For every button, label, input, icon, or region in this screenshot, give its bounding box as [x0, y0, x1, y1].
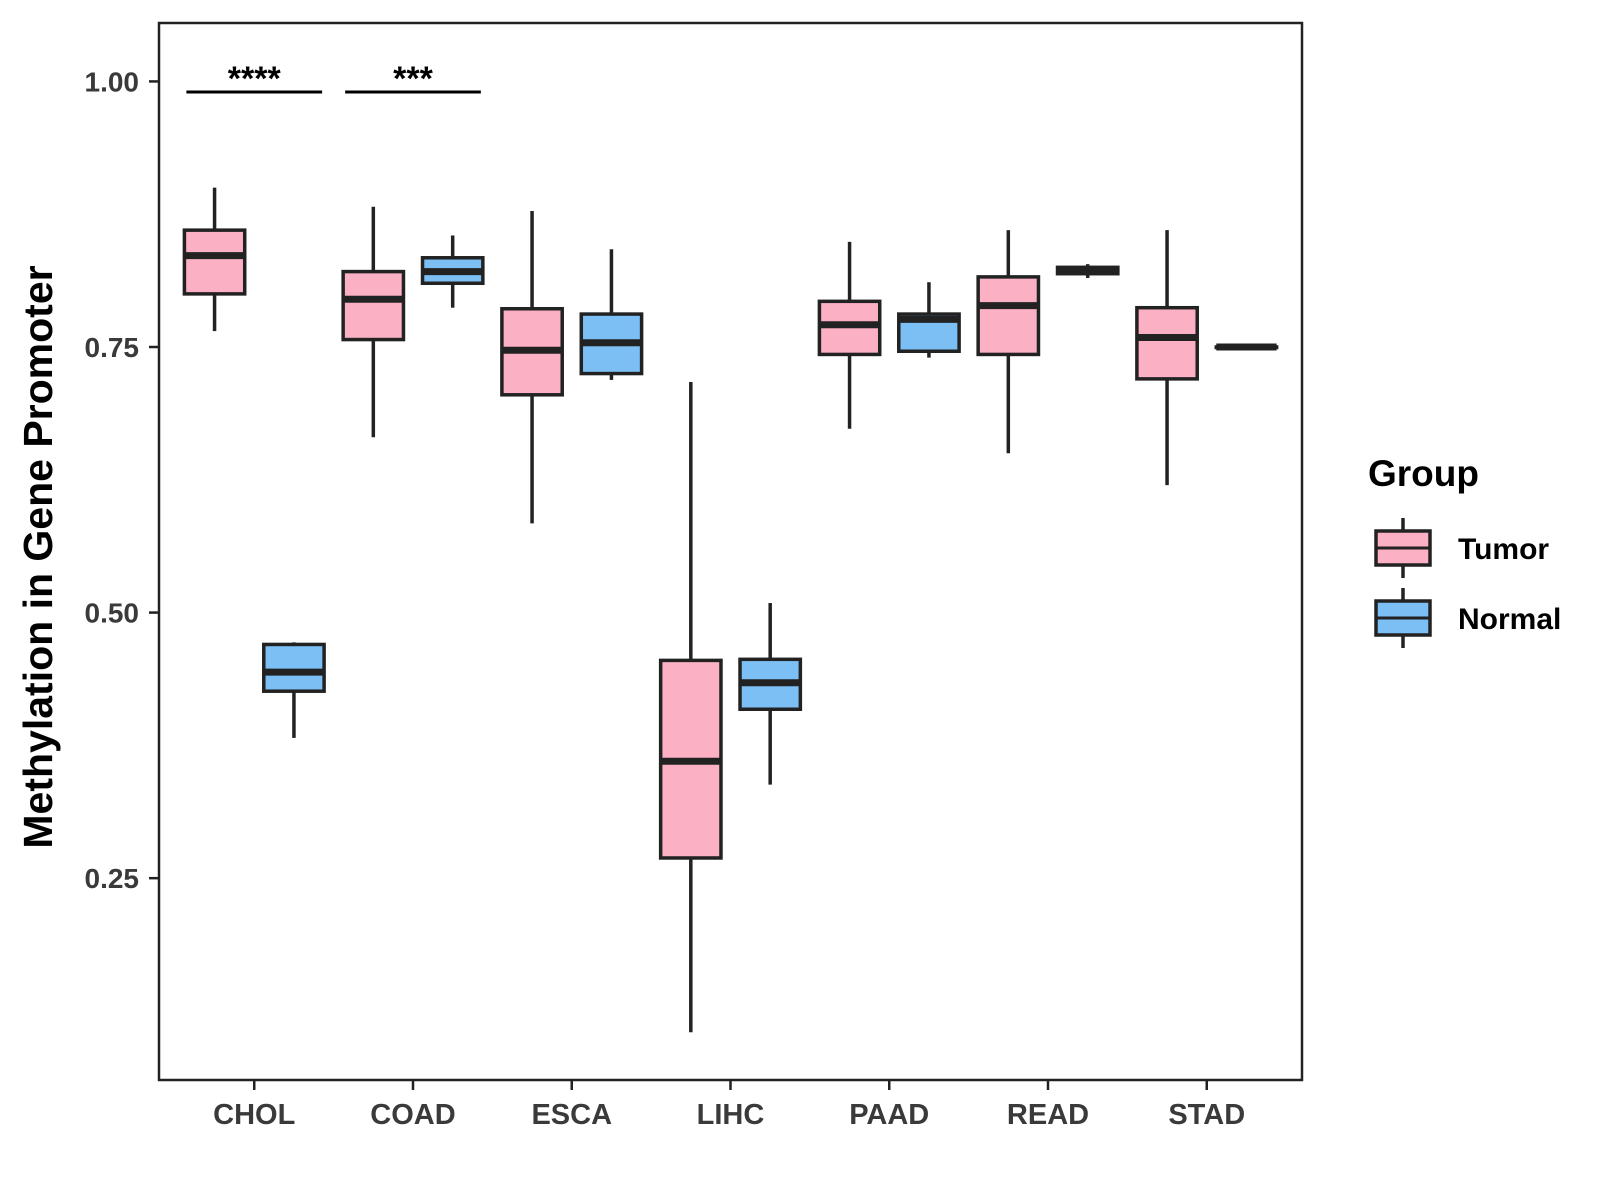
x-axis: CHOL COAD ESCA LIHC PAAD READ STAD [213, 1080, 1245, 1131]
box-normal-esca [579, 249, 644, 380]
x-tick-label: STAD [1168, 1099, 1245, 1131]
box-normal-coad [420, 235, 485, 308]
x-tick-label: CHOL [213, 1099, 295, 1131]
box-normal-stad [1214, 343, 1279, 351]
box-body [262, 642, 326, 693]
box-tumor-coad [341, 206, 406, 438]
box-body [182, 228, 247, 296]
box-tumor-esca [500, 211, 564, 524]
box-tumor-lihc [658, 382, 723, 1033]
legend-entry-tumor: Tumor [1374, 518, 1549, 578]
box-tumor-paad [817, 241, 882, 429]
x-tick-label: COAD [370, 1099, 455, 1131]
x-tick-label: READ [1007, 1099, 1089, 1131]
box-body [341, 269, 406, 342]
box-normal-chol [262, 642, 326, 738]
box-body [976, 275, 1041, 357]
box-tumor-stad [1135, 230, 1199, 486]
legend-title: Group [1368, 453, 1479, 494]
y-axis-label: Methylation in Gene Promoter [15, 265, 61, 848]
y-axis: 0.25 0.50 0.75 1.00 [85, 66, 159, 894]
box-body [1135, 305, 1199, 381]
plot-panel [157, 21, 1304, 1082]
legend-label: Tumor [1458, 533, 1549, 566]
x-tick-label: LIHC [697, 1099, 765, 1131]
box-normal-read [1055, 264, 1120, 278]
y-tick-label: 0.50 [85, 598, 140, 629]
legend: Group Tumor Normal [1368, 453, 1561, 648]
box-normal-lihc [738, 603, 803, 785]
significance-label: *** [393, 60, 433, 98]
boxes-layer [182, 187, 1279, 1033]
significance-label: **** [228, 60, 282, 98]
legend-label: Normal [1458, 603, 1561, 636]
legend-entry-normal: Normal [1374, 588, 1561, 648]
box-tumor-read [976, 230, 1041, 454]
y-tick-label: 1.00 [85, 66, 140, 97]
annotations-layer: **** *** [186, 60, 481, 98]
x-tick-label: PAAD [849, 1099, 929, 1131]
box-tumor-chol [182, 187, 247, 332]
x-tick-label: ESCA [531, 1099, 612, 1131]
box-normal-paad [897, 282, 961, 358]
y-tick-label: 0.75 [85, 332, 140, 363]
y-tick-label: 0.25 [85, 863, 140, 894]
